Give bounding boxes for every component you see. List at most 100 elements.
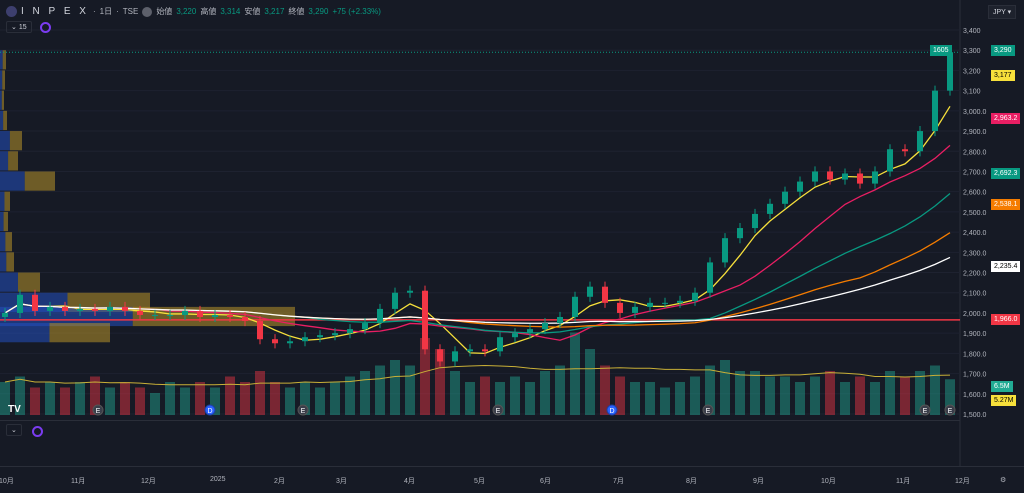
countdown-tag: 1605: [930, 45, 952, 56]
price-tick-label: 3,400: [963, 28, 981, 35]
volume-bar: [60, 387, 70, 415]
time-tick-label: 12月: [141, 478, 156, 485]
volume-bar: [885, 371, 895, 415]
volume-ma-line: [4, 364, 951, 386]
volume-bar: [450, 371, 460, 415]
volume-bar: [690, 376, 700, 415]
event-marker: E: [919, 404, 931, 416]
candle-body: [392, 292, 398, 309]
volume-bar: [120, 382, 130, 415]
candle-body: [62, 306, 68, 311]
candle-body: [452, 351, 458, 362]
symbol-name[interactable]: I N P E X: [21, 6, 89, 17]
volume-bar: [750, 371, 760, 415]
candle-body: [407, 290, 413, 293]
settings-gear-icon[interactable]: ⚙: [1000, 477, 1007, 484]
volume-profile-bar: [0, 191, 5, 211]
event-marker-circle: [204, 404, 216, 416]
price-tick-label: 2,000.0: [963, 311, 986, 318]
volume-profile-bar: [0, 211, 4, 232]
event-marker-circle: [606, 404, 618, 416]
price-tick-label: 3,200: [963, 68, 981, 75]
hline-tag: 1,966.0: [991, 314, 1021, 325]
candle-body: [167, 314, 173, 316]
last-price-tag: 3,290: [991, 45, 1015, 56]
volume-profile-bar: [0, 306, 133, 327]
candle-body: [887, 149, 893, 172]
volume-bar: [795, 382, 805, 415]
volume-profile-bar: [0, 171, 25, 191]
volume-bar: [420, 338, 430, 415]
volume-profile-bar: [0, 252, 7, 272]
volume-profile-bar-secondary: [49, 323, 110, 343]
candle-body: [647, 302, 653, 307]
volume-profile-bar: [0, 50, 3, 70]
pane-collapse-button[interactable]: ⌄: [6, 424, 22, 436]
price-tick-label: 3,300: [963, 48, 981, 55]
candle-body: [152, 314, 158, 316]
volume-bar: [30, 387, 40, 415]
volume-bar: [600, 365, 610, 415]
volume-bar: [405, 365, 415, 415]
volume-bar: [675, 382, 685, 415]
volume-bar: [645, 382, 655, 415]
event-marker-circle: [492, 404, 504, 416]
volume-profile-bar: [0, 90, 2, 110]
volume-profile-bar-secondary: [2, 50, 6, 70]
candle-body: [797, 181, 803, 192]
price-tick-label: 2,700.0: [963, 169, 986, 176]
event-marker-label: E: [301, 408, 306, 415]
time-tick-label: 2月: [274, 478, 285, 485]
candle-body: [272, 339, 278, 344]
close-label: 終値: [288, 7, 305, 16]
volume-bar: [780, 376, 790, 415]
volume-profile-bar: [0, 323, 50, 343]
candle-body: [617, 302, 623, 313]
interval[interactable]: 1日: [99, 7, 113, 16]
candle-body: [47, 306, 53, 311]
candle-body: [377, 308, 383, 324]
currency-select[interactable]: JPY ▾: [988, 5, 1017, 19]
candle-body: [767, 203, 773, 214]
volume-bar: [0, 382, 10, 415]
event-marker-label: E: [96, 408, 101, 415]
market-status-icon[interactable]: [142, 6, 153, 17]
price-tick-label: 1,500.0: [963, 412, 986, 419]
indicators-toggle[interactable]: ⌄ 15: [6, 21, 32, 33]
indicator-count: 15: [18, 24, 27, 31]
price-tick-label: 2,600.0: [963, 190, 986, 197]
ma4-tag: 2,538.1: [991, 199, 1021, 210]
volume-bar: [375, 365, 385, 415]
candle-body: [557, 316, 563, 324]
volume-profile-bar-secondary: [5, 232, 12, 252]
close-value: 3,290: [308, 7, 329, 16]
event-marker-label: E: [706, 408, 711, 415]
open-label: 始値: [156, 7, 173, 16]
volume-profile-bar: [0, 110, 4, 131]
ma5-tag: 2,235.4: [991, 261, 1021, 272]
candle-body: [692, 292, 698, 301]
volume-bar: [225, 376, 235, 415]
time-tick-label: 10月: [821, 478, 836, 485]
volume-bar: [105, 387, 115, 415]
candle-body: [437, 349, 443, 362]
candle-body: [782, 191, 788, 204]
volume-bar: [75, 382, 85, 415]
volume-profile-bar-secondary: [8, 151, 18, 171]
volume-bar: [360, 371, 370, 415]
time-tick-label: 9月: [753, 478, 764, 485]
candle-body: [752, 213, 758, 229]
time-axis[interactable]: 10月 11月 12月 2025 2月 3月 4月 5月 6月 7月 8月 9月 10月 11月 12月 ⚙: [0, 466, 1024, 493]
volume-bar: [195, 382, 205, 415]
candle-body: [332, 333, 338, 336]
price-chart[interactable]: 3,400 3,300 3,200 3,100 3,000.0 2,900.0 2,800.…: [0, 0, 1024, 466]
candle-body: [677, 300, 683, 303]
candle-body: [287, 341, 293, 344]
volume-bar: [390, 360, 400, 415]
volume-profile-bar: [0, 272, 18, 292]
price-tick-label: 2,200.0: [963, 271, 986, 278]
volume-bar: [165, 382, 175, 415]
event-marker: E: [944, 404, 956, 416]
price-tick-label: 2,500.0: [963, 210, 986, 217]
volume-bar: [495, 382, 505, 415]
